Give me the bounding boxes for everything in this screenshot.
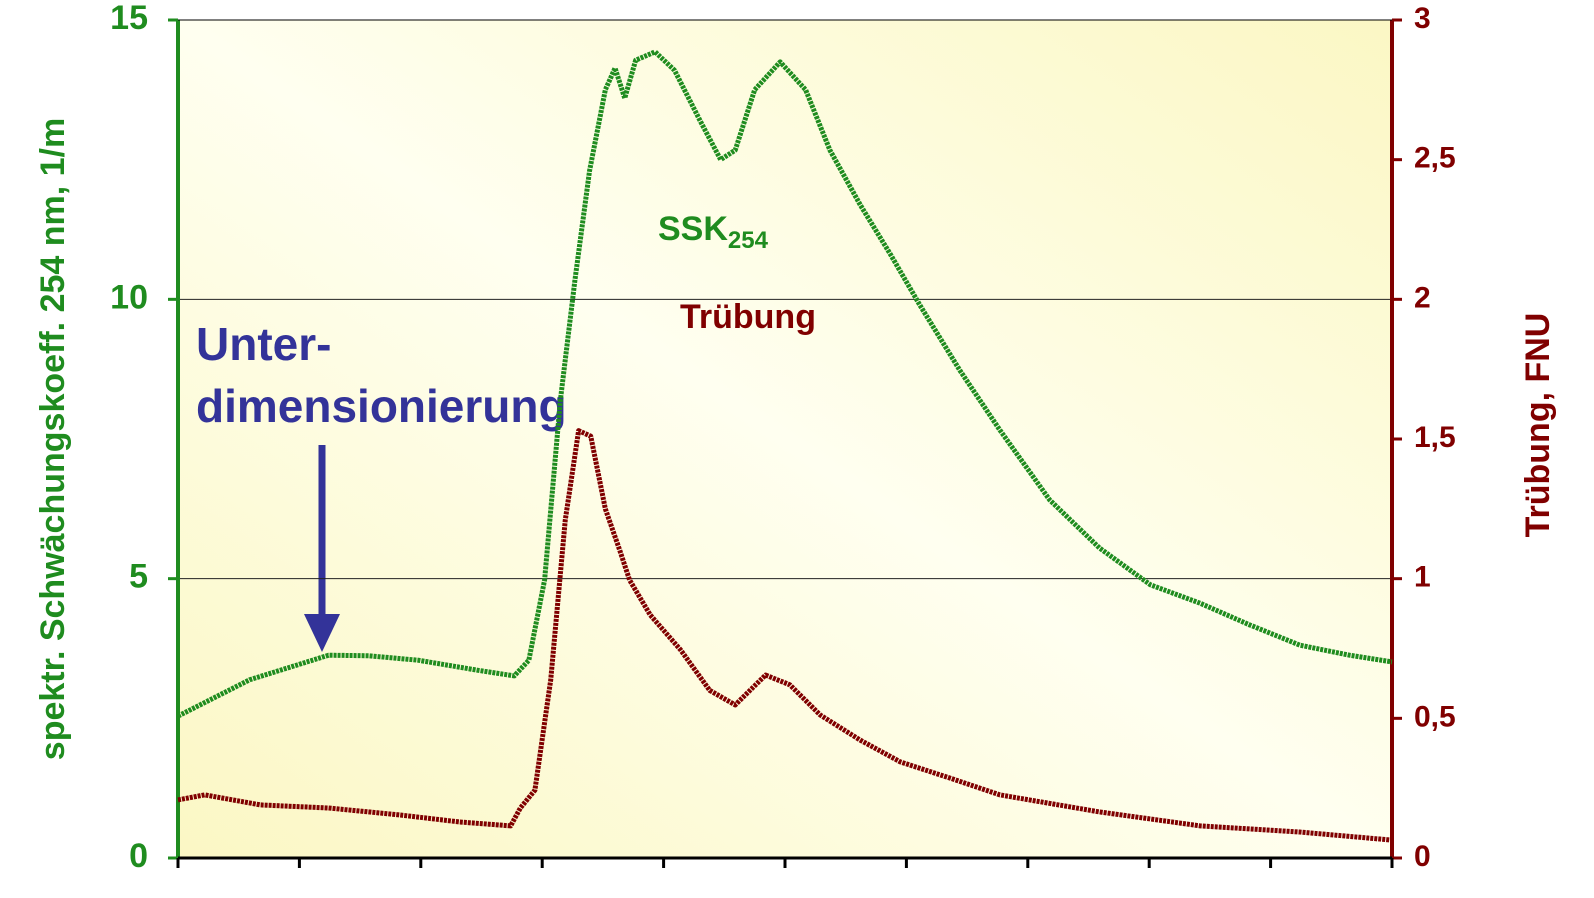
y2-tick-label: 3 — [1414, 2, 1431, 35]
annotation-arrow — [304, 445, 340, 652]
y2-axis-label: Trübung, FNU — [1519, 313, 1557, 538]
series-label: Trübung — [680, 298, 816, 336]
annotation: dimensionierung — [196, 380, 567, 432]
y2-tick-label: 1 — [1414, 561, 1431, 594]
data-line — [177, 428, 1393, 843]
y-tick-label: 15 — [110, 0, 148, 37]
data-line — [176, 49, 1393, 719]
y2-tick-label: 2 — [1414, 281, 1431, 314]
y2-tick-label: 0 — [1414, 840, 1431, 873]
annotation: Unter- — [196, 318, 331, 370]
y2-tick-label: 2,5 — [1414, 142, 1456, 175]
y-axis-label: spektr. Schwächungskoeff. 254 nm, 1/m — [34, 118, 72, 760]
y-tick-label: 0 — [129, 837, 148, 875]
y2-tick-label: 0,5 — [1414, 700, 1456, 733]
y-tick-label: 10 — [110, 278, 148, 316]
series-label: SSK254 — [658, 210, 769, 254]
y-tick-label: 5 — [129, 558, 148, 596]
y2-tick-label: 1,5 — [1414, 421, 1456, 454]
plot-background — [178, 20, 1392, 858]
